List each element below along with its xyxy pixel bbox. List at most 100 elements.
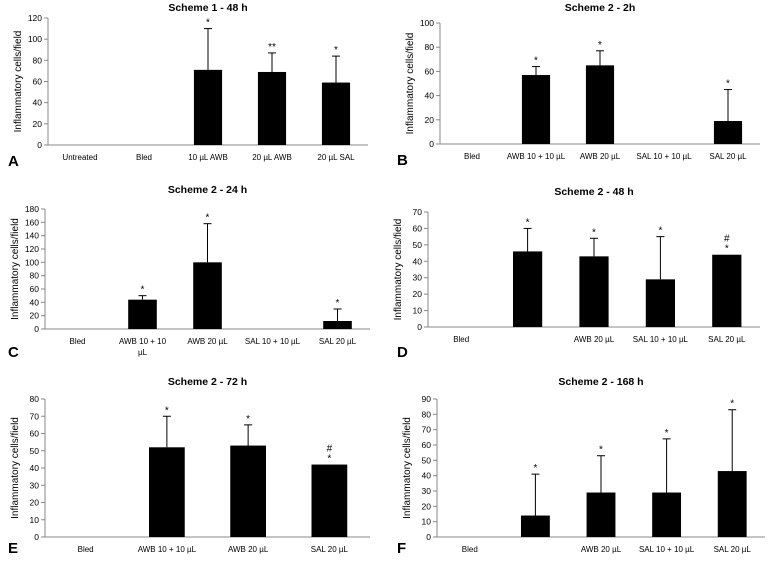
x-tick-label: AWB 20 µL <box>187 337 228 346</box>
bar <box>128 299 157 329</box>
x-tick-label: SAL 10 + 10 µL <box>633 335 689 344</box>
y-tick-label: 0 <box>34 324 39 334</box>
x-tick-label: Untreated <box>62 153 97 162</box>
y-tick-label: 20 <box>422 501 432 511</box>
significance-marker: *# <box>724 234 730 255</box>
y-tick-label: 70 <box>413 207 423 217</box>
x-tick-label: µL <box>138 348 148 357</box>
x-tick-label: Bled <box>136 153 152 162</box>
y-tick-label: 10 <box>30 515 40 525</box>
y-tick-label: 40 <box>413 256 423 266</box>
significance-marker: * <box>599 445 603 456</box>
significance-marker: * <box>334 45 338 56</box>
y-tick-label: 100 <box>28 34 42 44</box>
x-tick-label: Bled <box>69 337 85 346</box>
y-tick-label: 100 <box>25 257 39 267</box>
y-tick-label: 40 <box>33 98 43 108</box>
chart-panel-f: Scheme 2 - 168 h Inflammatory cells/field… <box>397 376 765 557</box>
bar <box>193 69 223 145</box>
bar <box>257 71 287 145</box>
bar <box>230 445 266 537</box>
y-tick-label: 90 <box>422 394 432 404</box>
x-tick-label: AWB 10 + 10 <box>119 337 167 346</box>
y-tick-label: 120 <box>25 244 39 254</box>
chart-panel-c: Scheme 2 - 24 h Inflammatory cells/field 0… <box>8 184 370 361</box>
bar <box>512 251 543 327</box>
significance-marker: * <box>730 399 734 410</box>
significance-marker: * <box>246 414 250 425</box>
bar <box>323 321 352 329</box>
y-axis-label: Inflammatory cells/field <box>10 417 21 519</box>
bar <box>521 75 551 144</box>
chart-panel-d: Scheme 2 - 48 h Inflammatory cells/field 0… <box>393 186 760 361</box>
y-tick-label: 0 <box>426 532 431 542</box>
y-tick-label: 60 <box>413 223 423 233</box>
x-tick-label: 20 µL AWB <box>252 153 292 162</box>
y-axis-label: Inflammatory cells/field <box>405 33 416 135</box>
chart-title: Scheme 1 - 48 h <box>168 2 247 14</box>
chart-panel-e: Scheme 2 - 72 h Inflammatory cells/field 0… <box>8 376 370 557</box>
x-tick-label: AWB 20 µL <box>228 545 269 554</box>
y-tick-label: 160 <box>25 217 39 227</box>
chart-title: Scheme 2 - 24 h <box>168 184 247 196</box>
chart-title: Scheme 2 - 48 h <box>554 186 633 198</box>
significance-marker: *# <box>327 444 333 465</box>
significance-marker: * <box>165 405 169 416</box>
significance-marker: ** <box>268 42 276 53</box>
y-tick-label: 60 <box>422 440 432 450</box>
y-tick-label: 80 <box>425 42 435 52</box>
y-tick-label: 40 <box>422 471 432 481</box>
chart-title: Scheme 2 - 2h <box>565 2 636 14</box>
bar <box>717 471 747 537</box>
significance-marker: * <box>658 226 662 237</box>
y-tick-label: 140 <box>25 231 39 241</box>
x-tick-label: Bled <box>464 152 480 161</box>
y-tick-label: 60 <box>30 429 40 439</box>
y-tick-label: 20 <box>30 311 40 321</box>
x-tick-label: 10 µL AWB <box>188 153 228 162</box>
significance-marker: * <box>526 217 530 228</box>
y-tick-label: 80 <box>33 55 43 65</box>
x-tick-label: SAL 20 µL <box>708 335 746 344</box>
bar <box>713 121 743 144</box>
x-tick-label: SAL 20 µL <box>311 545 349 554</box>
x-tick-label: SAL 10 + 10 µL <box>639 545 695 554</box>
y-tick-label: 60 <box>425 66 435 76</box>
panel-label: A <box>8 153 19 170</box>
significance-marker: * <box>592 227 596 238</box>
panel-label: F <box>397 540 406 557</box>
y-tick-label: 50 <box>30 446 40 456</box>
y-tick-label: 10 <box>413 306 423 316</box>
chart-title: Scheme 2 - 168 h <box>558 376 643 388</box>
x-tick-label: AWB 10 + 10 µL <box>507 152 566 161</box>
bar <box>193 262 222 329</box>
y-tick-label: 40 <box>30 297 40 307</box>
y-tick-label: 80 <box>422 409 432 419</box>
y-tick-label: 70 <box>422 425 432 435</box>
significance-marker: * <box>206 213 210 224</box>
y-axis-label: Inflammatory cells/field <box>13 31 24 133</box>
bar <box>652 492 682 537</box>
x-tick-label: Bled <box>462 545 478 554</box>
y-tick-label: 60 <box>33 77 43 87</box>
y-tick-label: 80 <box>30 394 40 404</box>
y-tick-label: 50 <box>422 455 432 465</box>
panel-label: B <box>397 152 408 169</box>
bar <box>520 515 550 537</box>
y-tick-label: 40 <box>30 463 40 473</box>
x-tick-label: SAL 20 µL <box>709 152 747 161</box>
significance-marker: * <box>141 285 145 296</box>
y-axis-label: Inflammatory cells/field <box>10 218 21 320</box>
significance-marker: * <box>726 79 730 90</box>
panel-label: E <box>8 540 18 557</box>
y-tick-label: 70 <box>30 411 40 421</box>
panel-label: D <box>397 344 408 361</box>
bar <box>321 82 351 145</box>
y-tick-label: 10 <box>422 517 432 527</box>
bar <box>645 279 676 327</box>
y-tick-label: 30 <box>422 486 432 496</box>
x-tick-label: AWB 10 + 10 µL <box>138 545 197 554</box>
y-tick-label: 0 <box>37 140 42 150</box>
x-tick-label: AWB 20 µL <box>581 545 622 554</box>
